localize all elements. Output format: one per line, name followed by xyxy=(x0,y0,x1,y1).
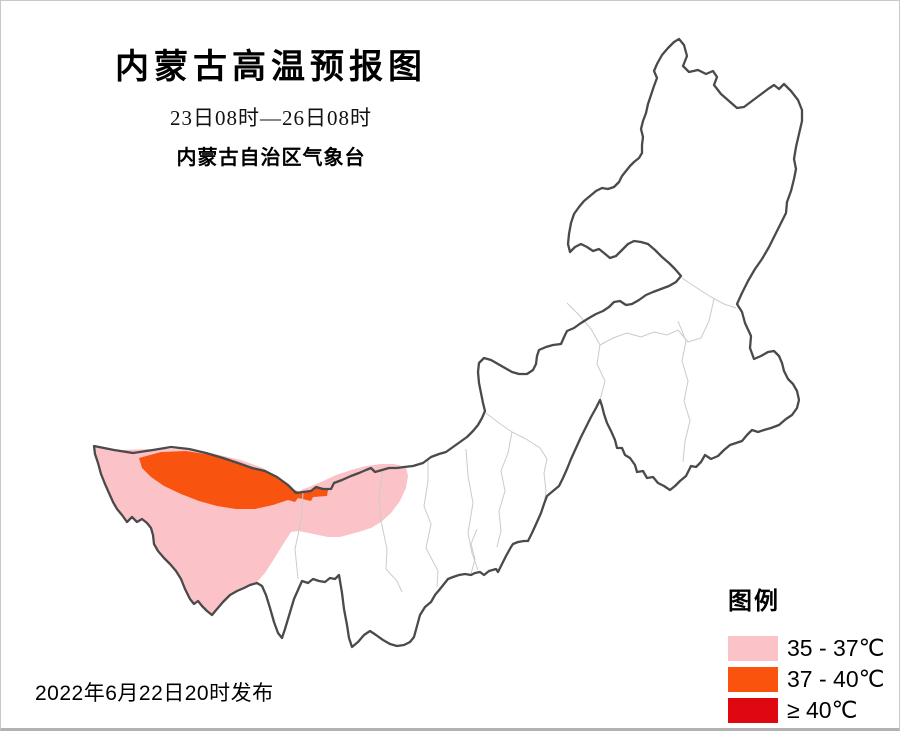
valid-period: 23日08时—26日08时 xyxy=(170,106,372,130)
district-border xyxy=(378,467,403,593)
district-border xyxy=(677,320,691,463)
district-border xyxy=(294,492,304,580)
legend-label: 35 - 37℃ xyxy=(787,635,885,661)
province-outline xyxy=(92,37,804,649)
district-border xyxy=(681,277,737,309)
legend-title: 图例 xyxy=(728,588,780,615)
district-border xyxy=(566,302,606,401)
district-borders xyxy=(294,277,737,593)
title-block: 内蒙古高温预报图 23日08时—26日08时 内蒙古自治区气象台 xyxy=(86,39,456,170)
legend-item-ge-40: ≥ 40℃ xyxy=(728,697,898,723)
issue-time: 2022年6月22日20时发布 xyxy=(35,682,274,705)
legend-swatch-ge-40 xyxy=(728,698,778,723)
district-border xyxy=(485,412,548,505)
legend: 图例 35 - 37℃ 37 - 40℃ ≥ 40℃ xyxy=(728,581,898,728)
legend-swatch-35-37 xyxy=(728,636,778,661)
district-border xyxy=(470,528,478,575)
legend-label: ≥ 40℃ xyxy=(787,697,858,723)
district-border xyxy=(599,329,689,346)
legend-item-37-40: 37 - 40℃ xyxy=(728,666,898,692)
district-border xyxy=(496,431,513,548)
legend-items: 35 - 37℃ 37 - 40℃ ≥ 40℃ xyxy=(728,635,898,723)
issuing-agency: 内蒙古自治区气象台 xyxy=(176,147,366,169)
legend-swatch-37-40 xyxy=(728,667,778,692)
legend-label: 37 - 40℃ xyxy=(787,666,885,692)
map-title: 内蒙古高温预报图 xyxy=(115,49,427,86)
district-border xyxy=(465,448,479,571)
temperature-zone-37-40 xyxy=(139,451,334,509)
legend-item-35-37: 35 - 37℃ xyxy=(728,635,898,661)
district-border xyxy=(423,460,439,588)
district-border xyxy=(687,298,715,343)
